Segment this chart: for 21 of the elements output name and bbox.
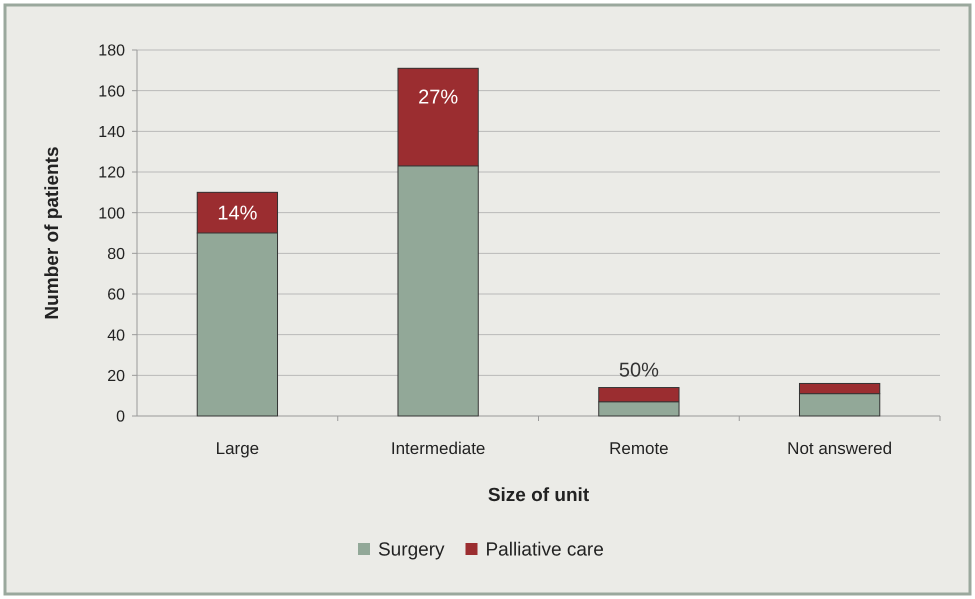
y-axis-title: Number of patients — [42, 146, 63, 320]
y-tick-label: 140 — [98, 124, 126, 141]
annotation: 27% — [418, 86, 458, 108]
legend-label: Surgery — [378, 540, 446, 561]
annotation: 50% — [618, 360, 660, 382]
y-tick-label: 0 — [116, 408, 126, 426]
y-tick-label: 160 — [98, 83, 126, 100]
x-tick-label: Remote — [609, 439, 669, 458]
x-tick-label: Large — [216, 439, 260, 458]
y-tick-label: 120 — [98, 164, 126, 182]
y-tick-label: 20 — [107, 368, 126, 385]
x-axis-title: Size of unit — [488, 485, 590, 506]
annotation: 14% — [217, 202, 258, 225]
y-tick-label: 40 — [107, 327, 126, 344]
y-tick-label: 180 — [98, 42, 126, 60]
x-tick-label: Intermediate — [390, 439, 486, 458]
y-tick-label: 80 — [107, 246, 126, 263]
y-tick-label: 100 — [98, 205, 126, 222]
y-tick-label: 60 — [107, 286, 126, 304]
x-tick-label: Not answered — [787, 439, 892, 458]
legend-label: Palliative care — [486, 540, 604, 561]
